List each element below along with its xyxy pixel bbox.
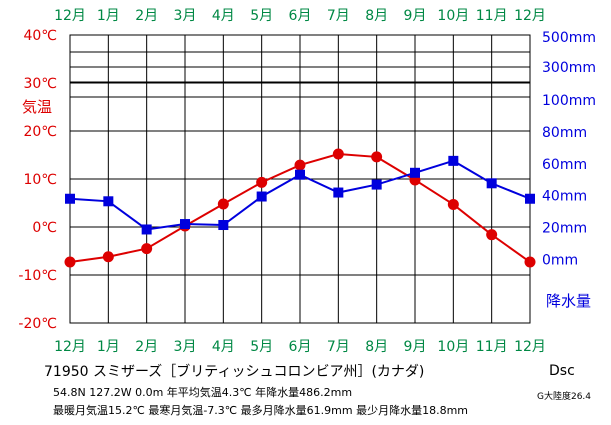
month-label-bottom: 3月: [174, 339, 197, 355]
temperature-tick-label: 10℃: [23, 172, 57, 188]
month-label-bottom: 7月: [327, 339, 350, 355]
month-label-bottom: 12月: [514, 339, 546, 355]
temperature-tick-label: 30℃: [23, 76, 57, 92]
temperature-axis-label: 気温: [22, 98, 52, 116]
precipitation-point: [141, 224, 152, 235]
precipitation-tick-label: 0mm: [542, 252, 578, 268]
month-label-top: 12月: [514, 8, 546, 24]
precipitation-axis-ticks: 0mm 20mm 40mm 60mm 80mm 100mm 300mm 500mm: [542, 30, 596, 268]
month-label-top: 4月: [212, 8, 235, 24]
precipitation-tick-label: 500mm: [542, 30, 596, 46]
month-label-bottom: 9月: [404, 339, 427, 355]
precipitation-point: [333, 187, 344, 198]
precipitation-point: [65, 193, 75, 204]
month-label-bottom: 2月: [135, 339, 158, 355]
temperature-point: [332, 148, 344, 160]
station-title: 71950 スミザーズ［ブリティッシュコロンビア州］(カナダ): [44, 364, 425, 380]
precipitation-tick-label: 80mm: [542, 125, 587, 141]
precipitation-point: [486, 178, 497, 189]
month-label-bottom: 4月: [212, 339, 235, 355]
precipitation-point: [525, 193, 535, 204]
month-label-top: 2月: [135, 8, 158, 24]
precipitation-tick-label: 300mm: [542, 60, 596, 76]
temperature-tick-label: 20℃: [23, 124, 57, 140]
month-label-bottom: 11月: [476, 339, 508, 355]
month-label-bottom: 6月: [289, 339, 312, 355]
month-label-bottom: 5月: [250, 339, 273, 355]
month-label-top: 11月: [476, 8, 508, 24]
precipitation-point: [295, 169, 305, 180]
precipitation-point: [103, 196, 114, 207]
month-label-top: 7月: [327, 8, 350, 24]
month-label-bottom: 10月: [437, 339, 469, 355]
precipitation-tick-label: 20mm: [542, 221, 587, 237]
temperature-point: [294, 159, 306, 171]
month-label-top: 5月: [250, 8, 273, 24]
continentality-index: G大陸度26.4: [537, 392, 592, 402]
precipitation-tick-label: 60mm: [542, 157, 587, 173]
x-axis-bottom-labels: 12月 1月 2月 3月 4月 5月 6月 7月 8月 9月 10月 11月 12月: [54, 339, 546, 355]
temperature-tick-label: -20℃: [18, 316, 57, 332]
precipitation-point: [448, 155, 459, 166]
temperature-point: [371, 151, 383, 163]
precipitation-axis-label: 降水量: [546, 292, 591, 310]
temperature-point: [141, 243, 153, 255]
month-label-top: 8月: [365, 8, 388, 24]
month-label-bottom: 8月: [365, 339, 388, 355]
temperature-axis-ticks: 40℃ 30℃ 20℃ 10℃ 0℃ -10℃ -20℃: [18, 28, 57, 332]
precipitation-point: [410, 167, 420, 178]
temperature-tick-label: -10℃: [18, 268, 57, 284]
month-label-top: 3月: [174, 8, 197, 24]
month-label-top: 9月: [404, 8, 427, 24]
climate-class: Dsc: [549, 363, 575, 379]
temperature-point: [524, 256, 536, 268]
temperature-tick-label: 40℃: [23, 28, 57, 44]
month-label-bottom: 1月: [97, 339, 120, 355]
precipitation-point: [218, 220, 229, 231]
temperature-point: [447, 198, 459, 210]
x-axis-top-labels: 12月 1月 2月 3月 4月 5月 6月 7月 8月 9月 10月 11月 12月: [54, 8, 546, 24]
station-extremes: 最暖月気温15.2℃ 最寒月気温-7.3℃ 最多月降水量61.9mm 最少月降水…: [53, 404, 468, 417]
precipitation-point: [256, 191, 267, 202]
precipitation-tick-label: 40mm: [542, 189, 587, 205]
precipitation-point: [180, 219, 190, 230]
precipitation-tick-label: 100mm: [542, 93, 596, 109]
precipitation-series: [65, 155, 535, 235]
month-label-top: 10月: [437, 8, 469, 24]
temperature-point: [64, 256, 76, 268]
temperature-tick-label: 0℃: [32, 220, 57, 236]
month-label-top: 6月: [289, 8, 312, 24]
temperature-point: [256, 176, 268, 188]
station-summary: 54.8N 127.2W 0.0m 年平均気温4.3℃ 年降水量486.2mm: [53, 386, 353, 399]
temperature-point: [102, 251, 114, 263]
precipitation-point: [371, 179, 382, 190]
month-label-top: 12月: [54, 8, 86, 24]
temperature-point: [217, 198, 229, 210]
month-label-top: 1月: [97, 8, 120, 24]
month-label-bottom: 12月: [54, 339, 86, 355]
temperature-point: [486, 229, 498, 241]
